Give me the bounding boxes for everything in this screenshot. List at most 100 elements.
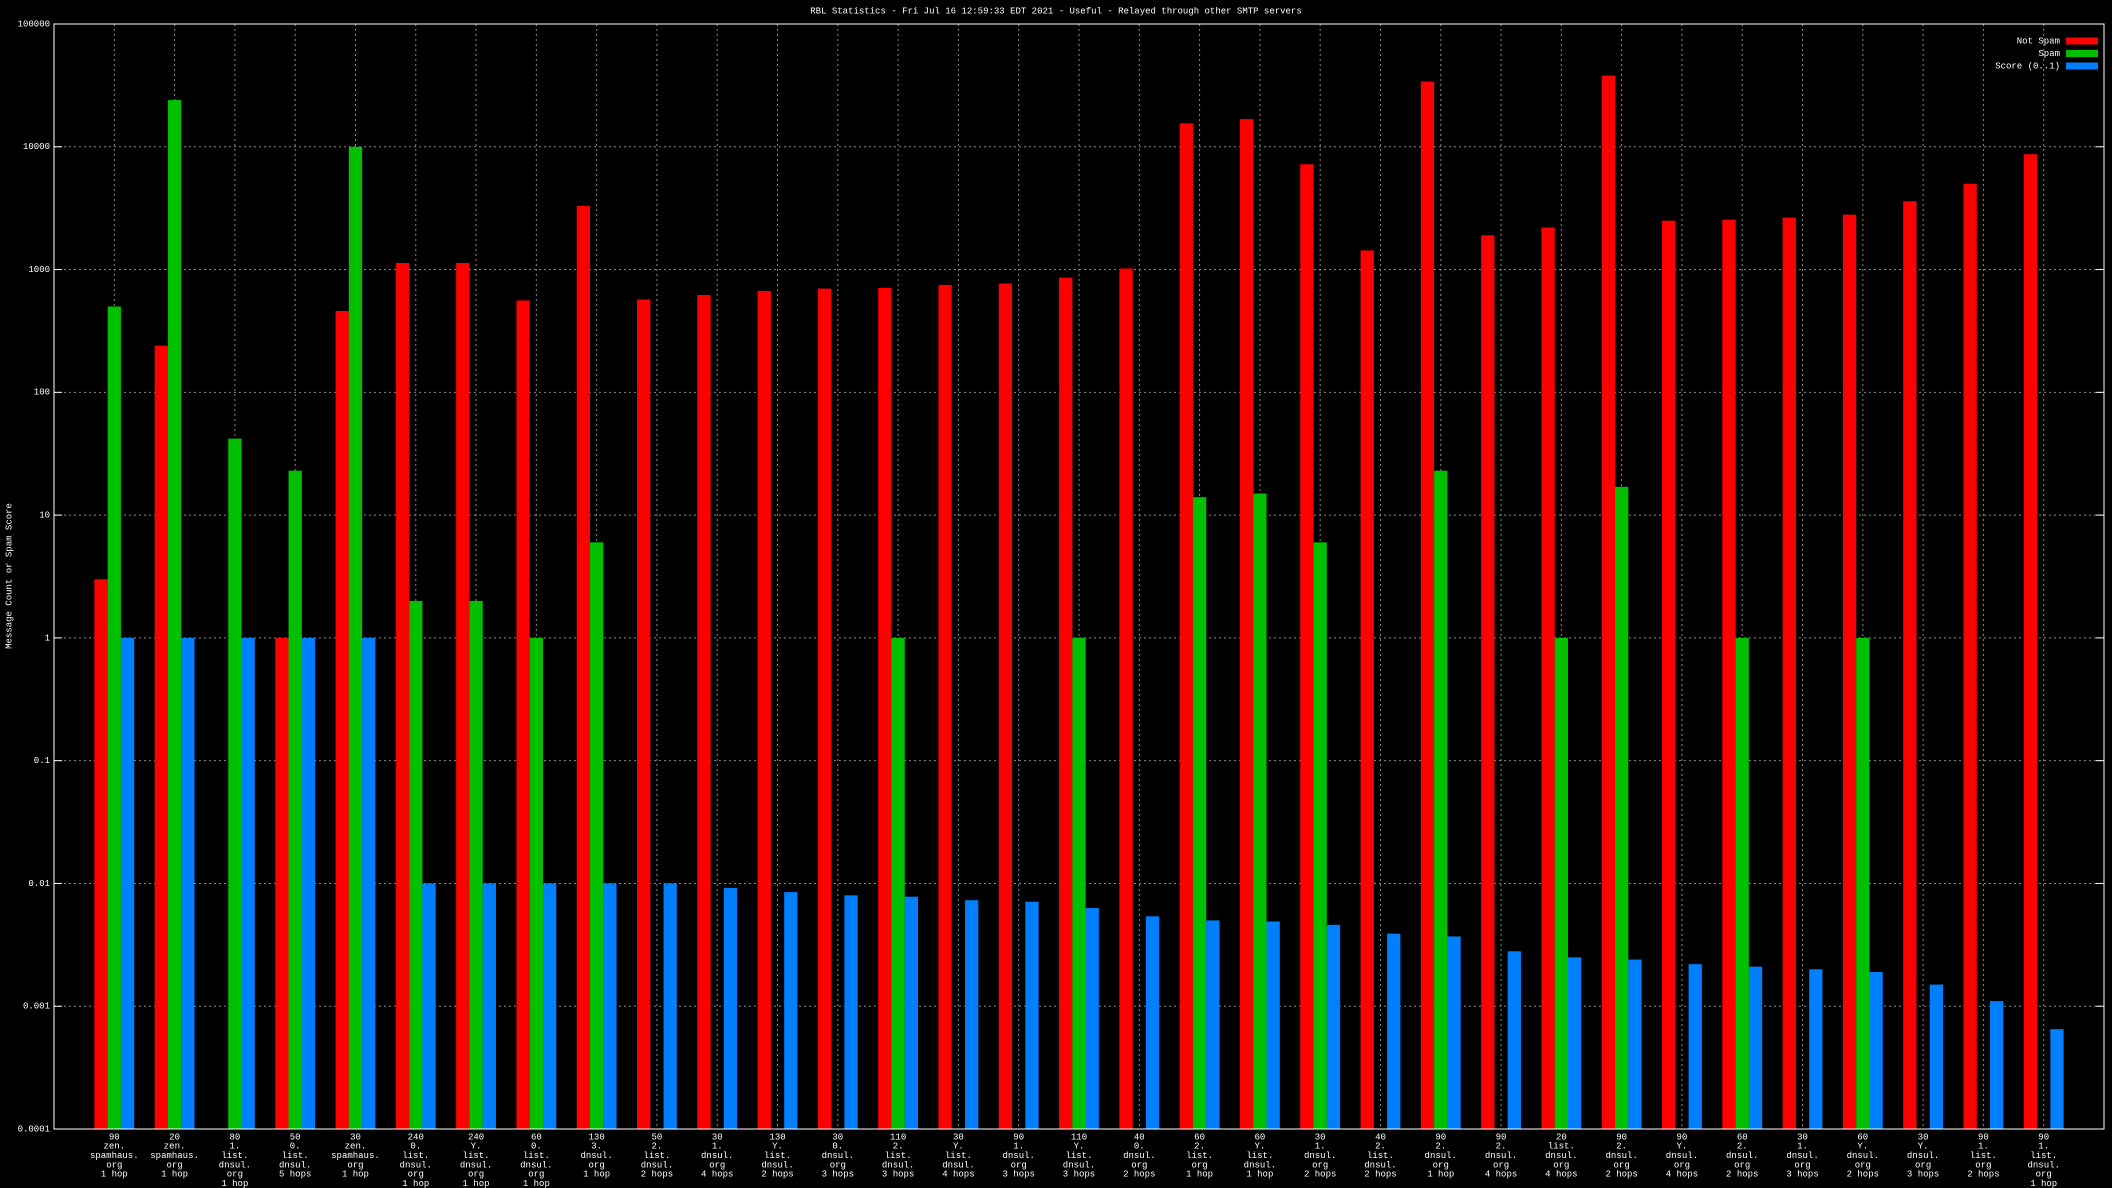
x-tick-label: dnsul. (1907, 1151, 1939, 1161)
bar (637, 299, 651, 1129)
bar (1869, 971, 1883, 1129)
bar (1326, 924, 1341, 1129)
bar (422, 883, 436, 1129)
x-tick-label: 2 hops (1364, 1170, 1396, 1180)
x-tick-label: 1. (1797, 1142, 1808, 1152)
x-tick-label: list. (221, 1151, 248, 1161)
bar (529, 637, 543, 1129)
x-tick-label: dnsul. (1003, 1151, 1035, 1161)
x-tick-label: 0. (531, 1142, 542, 1152)
y-tick-label: 100000 (18, 19, 50, 29)
bar (1085, 908, 1099, 1129)
x-tick-label: dnsul. (2028, 1160, 2060, 1170)
x-tick-label: 1 hop (342, 1170, 369, 1180)
bar (904, 896, 919, 1129)
x-tick-label: list. (1970, 1151, 1997, 1161)
x-tick-label: 1 hop (1186, 1170, 1213, 1180)
x-tick-label: zen. (164, 1142, 186, 1152)
x-tick-label: 110 (1071, 1132, 1087, 1142)
x-tick-label: org (106, 1160, 122, 1170)
x-tick-label: org (528, 1170, 544, 1180)
x-tick-label: dnsul. (1786, 1151, 1818, 1161)
x-tick-label: org (227, 1170, 243, 1180)
x-tick-label: 30 (1918, 1132, 1929, 1142)
x-tick-label: 3 hops (822, 1170, 854, 1180)
bar (1735, 637, 1749, 1129)
bar (1856, 637, 1870, 1129)
x-tick-label: 1. (2038, 1142, 2049, 1152)
x-tick-label: zen. (345, 1142, 367, 1152)
x-tick-label: list. (1186, 1151, 1213, 1161)
x-tick-label: dnsul. (641, 1160, 673, 1170)
bar (1809, 969, 1823, 1129)
bar (362, 637, 376, 1129)
x-tick-label: 20 (1556, 1132, 1567, 1142)
x-tick-label: Y. (471, 1142, 482, 1152)
x-tick-label: 30 (350, 1132, 361, 1142)
x-tick-label: 130 (589, 1132, 605, 1142)
x-tick-label: 90 (1616, 1132, 1627, 1142)
x-tick-label: 40 (1134, 1132, 1145, 1142)
bar (335, 310, 349, 1129)
x-tick-label: dnsul. (1304, 1151, 1336, 1161)
y-tick-label: 1 (45, 633, 50, 643)
x-tick-label: 1. (229, 1142, 240, 1152)
bar (107, 306, 121, 1129)
x-tick-label: list. (945, 1151, 972, 1161)
x-tick-label: 1 hop (2030, 1179, 2057, 1188)
bar (154, 345, 168, 1129)
x-tick-label: org (1614, 1160, 1630, 1170)
x-tick-label: org (1493, 1160, 1509, 1170)
bar (1434, 470, 1448, 1129)
x-tick-label: spamhaus. (150, 1151, 199, 1161)
bar (878, 287, 892, 1129)
x-tick-label: dnsul. (1545, 1151, 1577, 1161)
bar (469, 600, 483, 1129)
bar (891, 637, 905, 1129)
bar (1567, 957, 1582, 1129)
bar (456, 263, 470, 1129)
legend-label: Not Spam (2017, 36, 2060, 46)
bar (1266, 921, 1280, 1129)
x-tick-label: 30 (1315, 1132, 1326, 1142)
x-tick-label: 30 (712, 1132, 723, 1142)
bar (542, 883, 557, 1129)
x-tick-label: 80 (229, 1132, 240, 1142)
x-tick-label: 2 hops (1726, 1170, 1758, 1180)
x-tick-label: 0. (832, 1142, 843, 1152)
x-tick-label: 2. (893, 1142, 904, 1152)
x-tick-label: 4 hops (1545, 1170, 1577, 1180)
x-tick-label: spamhaus. (331, 1151, 380, 1161)
bar (1025, 901, 1039, 1129)
y-tick-label: 0.1 (34, 756, 50, 766)
bar (757, 290, 771, 1130)
bar (1072, 637, 1086, 1129)
x-tick-label: list. (1548, 1142, 1575, 1152)
bar (844, 895, 858, 1129)
bar (1300, 164, 1314, 1129)
x-tick-label: 4 hops (1485, 1170, 1517, 1180)
bar (167, 100, 182, 1129)
bar (1541, 227, 1555, 1129)
bar (1990, 1001, 2004, 1129)
x-tick-label: org (347, 1160, 363, 1170)
bar (482, 883, 496, 1129)
y-tick-label: 0.0001 (18, 1124, 50, 1134)
x-tick-label: 2 hops (641, 1170, 673, 1180)
bar (348, 146, 363, 1129)
x-tick-label: 1. (1315, 1142, 1326, 1152)
bar (1662, 220, 1676, 1129)
x-tick-label: 90 (1496, 1132, 1507, 1142)
legend-swatch (2066, 62, 2098, 70)
x-tick-label: 40 (1375, 1132, 1386, 1142)
x-tick-label: list. (643, 1151, 670, 1161)
bar (181, 637, 195, 1129)
x-tick-label: Y. (1074, 1142, 1085, 1152)
legend-swatch (2066, 50, 2098, 57)
bar (1206, 920, 1220, 1129)
bar (1782, 217, 1796, 1130)
x-tick-label: dnsul. (1425, 1151, 1457, 1161)
x-tick-label: org (1312, 1160, 1328, 1170)
x-tick-label: 90 (1677, 1132, 1688, 1142)
x-tick-label: 20 (169, 1132, 180, 1142)
